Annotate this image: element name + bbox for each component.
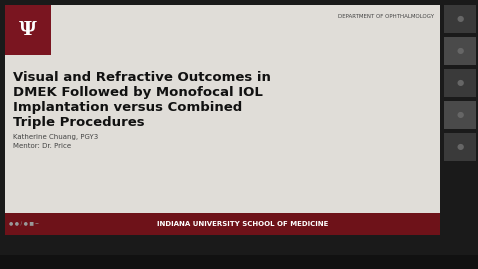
Text: DMEK Followed by Monofocal IOL: DMEK Followed by Monofocal IOL <box>13 86 263 99</box>
Bar <box>442 0 478 269</box>
Bar <box>5 5 51 55</box>
Bar <box>444 5 476 33</box>
Text: ●: ● <box>456 47 464 55</box>
Bar <box>444 133 476 161</box>
Bar <box>5 5 440 235</box>
Text: Implantation versus Combined: Implantation versus Combined <box>13 101 242 114</box>
Text: ●: ● <box>456 15 464 23</box>
Bar <box>5 213 440 235</box>
Bar <box>444 37 476 65</box>
Text: ● ● ∕ ● ■ ─: ● ● ∕ ● ■ ─ <box>9 221 38 226</box>
Text: Triple Procedures: Triple Procedures <box>13 116 145 129</box>
Bar <box>0 255 478 269</box>
Text: DEPARTMENT OF OPHTHALMOLOGY: DEPARTMENT OF OPHTHALMOLOGY <box>338 15 434 19</box>
Text: INDIANA UNIVERSITY SCHOOL OF MEDICINE: INDIANA UNIVERSITY SCHOOL OF MEDICINE <box>157 221 328 227</box>
Bar <box>444 101 476 129</box>
Text: ●: ● <box>456 79 464 87</box>
Text: ●: ● <box>456 111 464 119</box>
Text: Ψ: Ψ <box>19 21 37 39</box>
Text: Visual and Refractive Outcomes in: Visual and Refractive Outcomes in <box>13 71 271 84</box>
Bar <box>444 69 476 97</box>
Text: ●: ● <box>456 143 464 151</box>
Text: Mentor: Dr. Price: Mentor: Dr. Price <box>13 143 71 149</box>
Text: Katherine Chuang, PGY3: Katherine Chuang, PGY3 <box>13 134 98 140</box>
